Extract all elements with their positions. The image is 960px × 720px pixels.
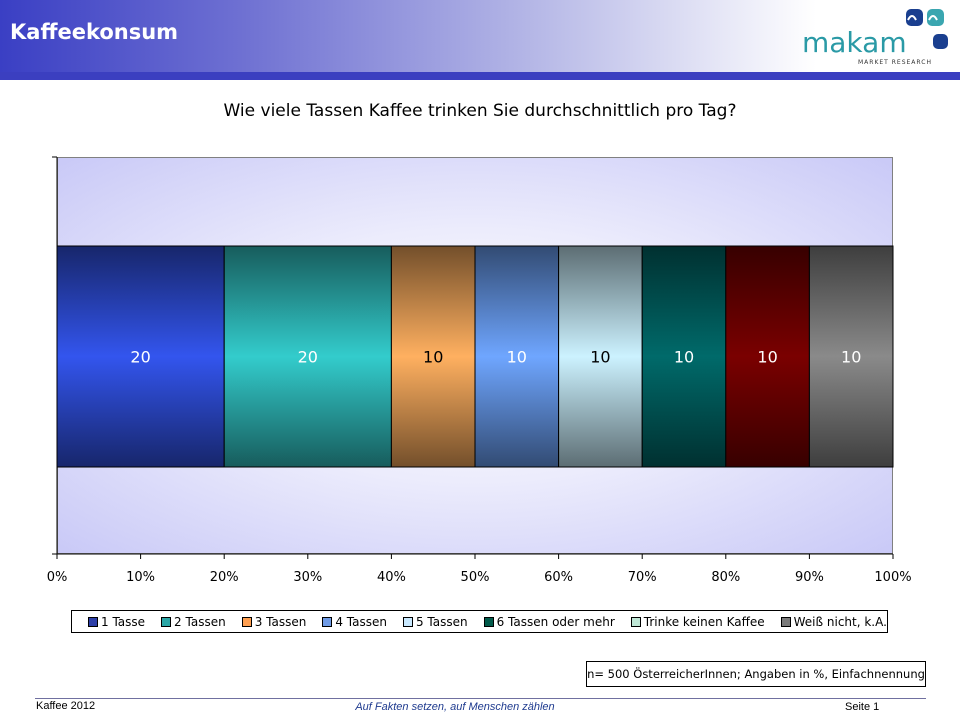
legend-swatch-7 [630,616,641,627]
svg-text:MARKET RESEARCH: MARKET RESEARCH [858,59,932,66]
x-tick-label-9: 90% [795,570,824,585]
legend-item-3: 3 Tassen [241,614,307,629]
legend-label-2: 2 Tassen [174,614,226,629]
header-banner [0,0,960,72]
x-tick-label-8: 80% [711,570,740,585]
chart-title: Wie viele Tassen Kaffee trinken Sie durc… [223,101,737,121]
legend-item-8: Weiß nicht, k.A. [780,614,887,629]
data-label-2: 20 [298,348,318,367]
page-title: Kaffeekonsum [10,20,179,44]
legend-item-5: 5 Tassen [402,614,468,629]
legend-swatch-2 [161,616,172,627]
bar-segment-5 [558,245,643,468]
x-tick-label-4: 40% [377,570,406,585]
footer-slogan: Auf Fakten setzen, auf Menschen zählen [355,701,555,713]
legend-label-4: 4 Tassen [335,614,387,629]
legend-swatch-1 [88,616,98,627]
data-label-3: 10 [423,348,443,367]
header-divider [0,72,960,80]
svg-text:makam: makam [802,26,907,59]
legend-item-4: 4 Tassen [322,615,387,629]
legend-label-6: 6 Tassen oder mehr [496,614,615,629]
x-tick-label-3: 30% [293,570,322,585]
data-label-8: 10 [841,348,861,367]
legend-label-7: Trinke keinen Kaffee [643,614,765,629]
legend-label-1: 1 Tasse [101,614,146,629]
x-tick-label-7: 70% [628,570,657,585]
legend-item-1: 1 Tasse [88,615,145,629]
x-tick-label-2: 20% [210,570,239,585]
data-label-7: 10 [757,348,777,367]
legend-label-3: 3 Tassen [254,614,307,629]
sample-note: n= 500 ÖsterreicherInnen; Angaben in %, … [586,661,926,687]
x-tick-label-0: 0% [47,570,68,585]
bar-segment-1 [56,245,225,468]
legend-swatch-5 [402,616,413,627]
page-number: Seite 1 [845,701,880,713]
legend-item-2: 2 Tassen [161,615,226,629]
data-label-4: 10 [507,348,527,367]
chart-legend: 1 Tasse 2 Tassen 3 Tassen 4 Tassen 5 Tassen 6… [71,610,888,633]
x-tick-label-5: 50% [461,570,490,585]
legend-swatch-4 [322,616,333,627]
legend-label-5: 5 Tassen [415,614,468,629]
stacked-bar-chart: 20 20 10 10 10 10 10 10 0% 10% 20% 30% 40% 50% 60% 70%… [47,156,912,585]
legend-swatch-8 [780,616,791,627]
x-tick-label-1: 10% [126,570,155,585]
logo-mark-icon [906,9,948,49]
legend-swatch-3 [241,616,252,627]
legend-item-6: 6 Tassen oder mehr [483,614,615,629]
legend-item-7: Trinke keinen Kaffee [630,614,765,629]
bar-segment-4 [474,245,560,468]
x-tick-label-10: 100% [874,570,911,585]
bar-segment-6 [641,245,727,468]
data-label-6: 10 [674,348,694,367]
data-label-5: 10 [590,348,610,367]
footer-divider [35,698,926,699]
bar-segment-8 [808,245,894,468]
legend-label-8: Weiß nicht, k.A. [793,614,887,629]
data-label-1: 20 [130,348,150,367]
makam-logo: makam MARKET RESEARCH [802,9,948,66]
x-tick-label-6: 60% [544,570,573,585]
legend-swatch-6 [483,616,494,627]
footer-left-text: Kaffee 2012 [36,700,96,712]
bar-segment-3 [390,245,476,468]
bar-segment-7 [725,245,810,468]
